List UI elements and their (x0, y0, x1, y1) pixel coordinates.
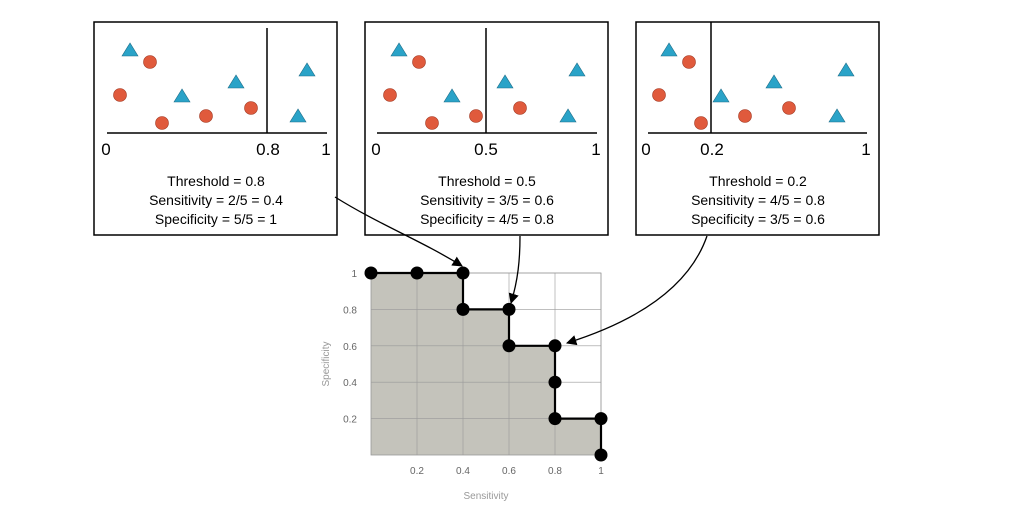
panel-2-threshold-text: Threshold = 0.5 (438, 173, 536, 189)
negative-sample-circle (694, 116, 708, 130)
panel-1-samples (113, 42, 316, 130)
roc-point (502, 302, 516, 316)
x-tick-label: 0.6 (502, 466, 516, 477)
panel-2-axis-label-0: 0 (371, 140, 380, 159)
connector-arrows (334, 196, 708, 346)
positive-sample-triangle (496, 74, 514, 89)
positive-sample-triangle (227, 74, 245, 89)
roc-point (502, 339, 516, 353)
negative-sample-circle (155, 116, 169, 130)
panel-2-samples (383, 42, 586, 130)
threshold-panel-3: 0 0.2 1 Threshold = 0.2 Sensitivity = 4/… (635, 21, 880, 236)
negative-sample-circle (412, 55, 426, 69)
arrow-panel-2-to-point (508, 235, 521, 304)
roc-point (594, 448, 608, 462)
negative-sample-circle (652, 88, 666, 102)
y-tick-label: 1 (351, 269, 357, 280)
panel-1-axis-label-0: 0 (101, 140, 110, 159)
roc-point (548, 339, 562, 353)
negative-sample-circle (113, 88, 127, 102)
panel-1-axis-label-threshold: 0.8 (256, 140, 280, 159)
positive-sample-triangle (828, 108, 846, 123)
negative-sample-circle (199, 109, 213, 123)
panel-3-axis-label-1: 1 (861, 140, 870, 159)
positive-sample-triangle (660, 42, 678, 57)
panel-1-threshold-text: Threshold = 0.8 (167, 173, 265, 189)
panel-2-specificity-text: Specificity = 4/5 = 0.8 (420, 211, 554, 227)
positive-sample-triangle (173, 88, 191, 103)
arrow-panel-1-to-point (334, 196, 463, 267)
positive-sample-triangle (443, 88, 461, 103)
threshold-panel-1: 0 0.8 1 Threshold = 0.8 Sensitivity = 2/… (93, 21, 338, 236)
positive-sample-triangle (298, 62, 316, 77)
roc-point (456, 266, 470, 280)
negative-sample-circle (244, 101, 258, 115)
roc-point (548, 412, 562, 426)
chart-markers (364, 266, 608, 462)
positive-sample-triangle (121, 42, 139, 57)
panel-1-sensitivity-text: Sensitivity = 2/5 = 0.4 (149, 192, 283, 208)
x-tick-label: 0.4 (456, 466, 470, 477)
negative-sample-circle (682, 55, 696, 69)
chart-ticks: 0.2 0.4 0.6 0.8 1 0.2 0.4 0.6 0.8 1 (343, 269, 604, 477)
positive-sample-triangle (712, 88, 730, 103)
roc-point (456, 302, 470, 316)
positive-sample-triangle (559, 108, 577, 123)
arrow-panel-3-to-point (566, 235, 708, 346)
positive-sample-triangle (568, 62, 586, 77)
positive-sample-triangle (837, 62, 855, 77)
negative-sample-circle (425, 116, 439, 130)
panel-2-axis-label-threshold: 0.5 (474, 140, 498, 159)
panel-3-axis-label-threshold: 0.2 (700, 140, 724, 159)
panel-2-sensitivity-text: Sensitivity = 3/5 = 0.6 (420, 192, 554, 208)
chart-x-axis-title: Sensitivity (463, 491, 508, 502)
y-tick-label: 0.6 (343, 342, 357, 353)
threshold-panel-2: 0 0.5 1 Threshold = 0.5 Sensitivity = 3/… (364, 21, 609, 236)
roc-point (410, 266, 424, 280)
x-tick-label: 0.8 (548, 466, 562, 477)
negative-sample-circle (738, 109, 752, 123)
panel-3-threshold-text: Threshold = 0.2 (709, 173, 807, 189)
panel-3-axis-label-0: 0 (641, 140, 650, 159)
roc-chart: 0.2 0.4 0.6 0.8 1 0.2 0.4 0.6 0.8 1 Sensitivity S… (321, 266, 608, 502)
positive-sample-triangle (289, 108, 307, 123)
chart-y-axis-title: Specificity (321, 341, 332, 386)
panel-2-axis-label-1: 1 (591, 140, 600, 159)
roc-point (548, 375, 562, 389)
panel-1-frame (93, 21, 338, 236)
panel-3-frame (635, 21, 880, 236)
y-tick-label: 0.8 (343, 305, 357, 316)
panel-3-specificity-text: Specificity = 3/5 = 0.6 (691, 211, 825, 227)
y-tick-label: 0.2 (343, 415, 357, 426)
panel-1-axis-label-1: 1 (321, 140, 330, 159)
negative-sample-circle (383, 88, 397, 102)
y-tick-label: 0.4 (343, 378, 357, 389)
roc-point (594, 412, 608, 426)
negative-sample-circle (513, 101, 527, 115)
x-tick-label: 0.2 (410, 466, 424, 477)
negative-sample-circle (469, 109, 483, 123)
negative-sample-circle (782, 101, 796, 115)
panel-3-sensitivity-text: Sensitivity = 4/5 = 0.8 (691, 192, 825, 208)
x-tick-label: 1 (598, 466, 604, 477)
negative-sample-circle (143, 55, 157, 69)
roc-point (364, 266, 378, 280)
panel-1-specificity-text: Specificity = 5/5 = 1 (155, 211, 277, 227)
positive-sample-triangle (390, 42, 408, 57)
positive-sample-triangle (765, 74, 783, 89)
chart-area-fill (371, 273, 601, 455)
panel-3-samples (652, 42, 855, 130)
chart-frame (370, 272, 602, 456)
